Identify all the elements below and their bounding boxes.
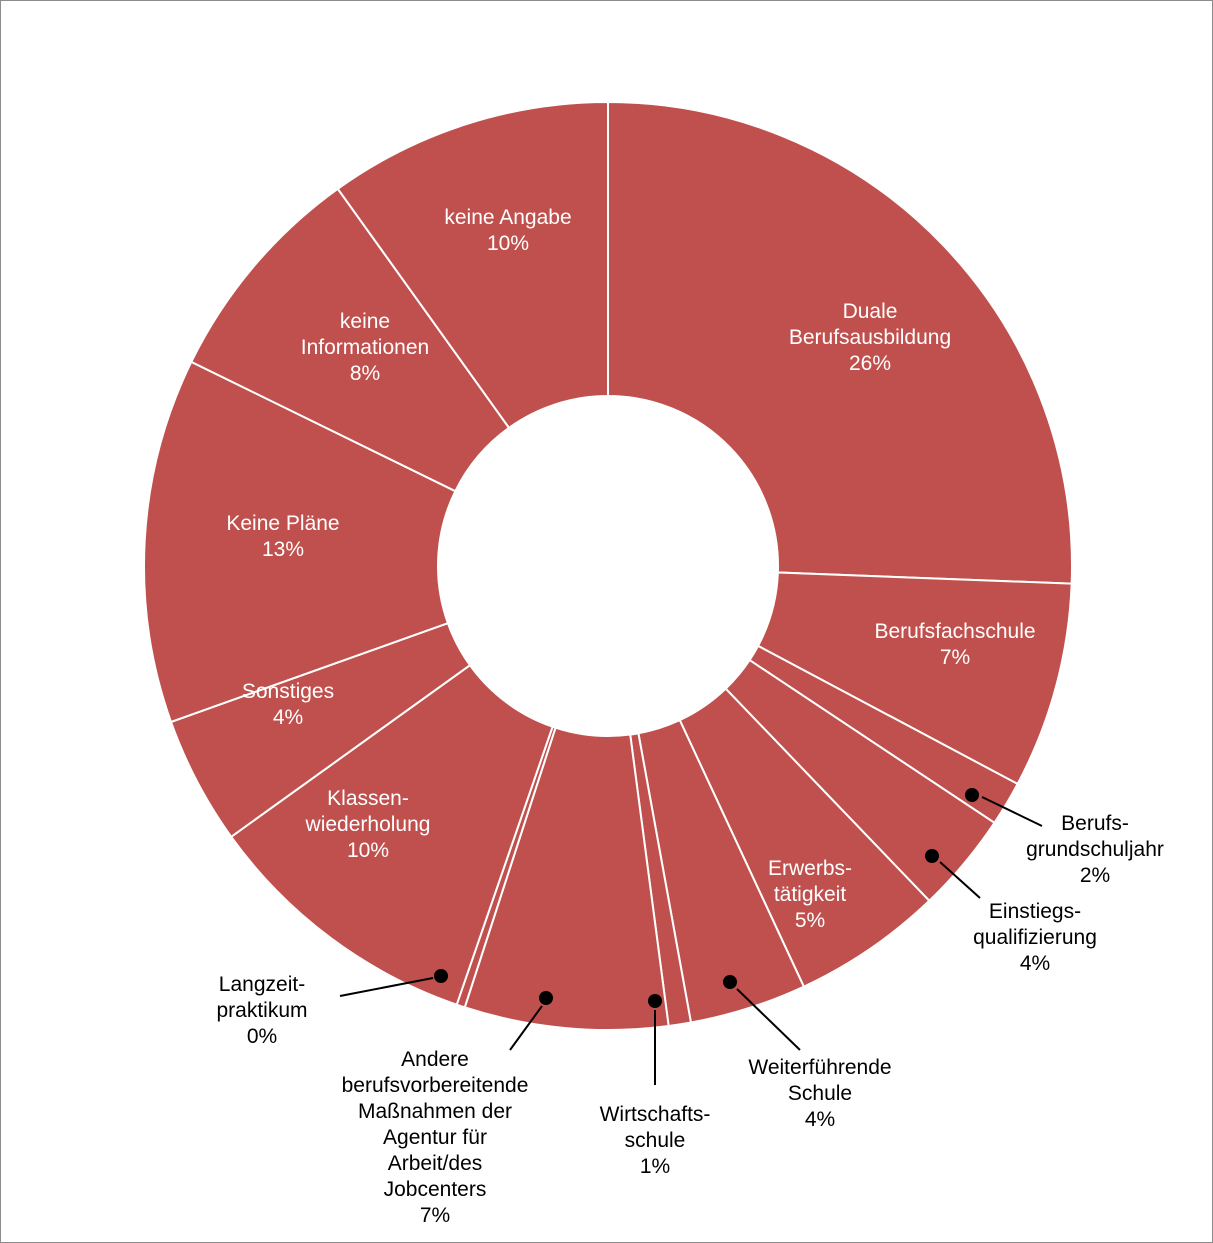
leader-dot xyxy=(723,975,737,989)
leader-dot xyxy=(648,994,662,1008)
slice-percent-label: 13% xyxy=(262,538,304,561)
slice-category-label: praktikum xyxy=(216,999,307,1022)
donut-slice xyxy=(143,360,457,724)
donut-slice xyxy=(336,100,609,430)
leader-dot xyxy=(925,849,939,863)
donut-slice xyxy=(229,663,554,1006)
slice-category-label: qualifizierung xyxy=(973,926,1097,949)
donut-slice xyxy=(189,187,511,493)
slice-category-label: Maßnahmen der xyxy=(358,1100,512,1123)
slice-percent-label: 2% xyxy=(1080,864,1110,887)
slice-category-label: Andere xyxy=(401,1048,469,1071)
slice-category-label: Langzeit- xyxy=(219,973,305,996)
donut-slice xyxy=(463,726,670,1031)
leader-line xyxy=(339,977,434,997)
slice-label: Langzeit-praktikum 0% xyxy=(216,973,307,1048)
slice-category-label: schule xyxy=(625,1129,686,1152)
leader-line xyxy=(939,861,981,899)
slice-label: Duale Berufsausbildung 26% xyxy=(789,300,951,375)
slice-category-label: Agentur für xyxy=(383,1126,487,1149)
slice-category-label: Klassen- xyxy=(327,787,409,810)
slice-category-label: wiederholung xyxy=(305,813,431,836)
slice-category-label: Wirtschafts- xyxy=(600,1103,711,1126)
slice-category-label: Informationen xyxy=(301,336,429,359)
slice-label: Berufsfachschule 7% xyxy=(874,620,1035,669)
slice-label: keine Informationen 8% xyxy=(301,310,429,385)
slice-percent-label: 7% xyxy=(420,1204,450,1227)
slice-label: Wirtschafts-schule 1% xyxy=(600,1103,711,1178)
slice-category-label: Keine Pläne xyxy=(226,512,339,535)
donut-slice xyxy=(607,100,1073,585)
leader-line xyxy=(509,1005,543,1051)
slice-category-label: Sonstiges xyxy=(242,680,334,703)
slice-category-label: grundschuljahr xyxy=(1026,838,1164,861)
slice-label: keine Angabe 10% xyxy=(444,206,571,255)
slice-percent-label: 10% xyxy=(487,232,529,255)
leader-dot xyxy=(434,969,448,983)
slice-category-label: berufsvorbereitende xyxy=(342,1074,529,1097)
slice-category-label: Berufsausbildung xyxy=(789,326,951,349)
slice-category-label: Berufsfachschule xyxy=(874,620,1035,643)
leader-dot xyxy=(539,991,553,1005)
slice-category-label: Einstiegs- xyxy=(989,900,1081,923)
slice-label: Klassen-wiederholung 10% xyxy=(305,787,431,862)
slice-percent-label: 4% xyxy=(273,706,303,729)
slice-label: Sonstiges 4% xyxy=(242,680,334,729)
slice-label: Keine Pläne 13% xyxy=(226,512,339,561)
slice-category-label: Arbeit/des xyxy=(388,1152,483,1175)
slice-category-label: keine xyxy=(340,310,390,333)
slice-label: Weiterführende Schule 4% xyxy=(748,1056,891,1131)
slice-percent-label: 7% xyxy=(940,646,970,669)
slice-category-label: Schule xyxy=(788,1082,852,1105)
slice-category-label: Jobcenters xyxy=(384,1178,487,1201)
slice-percent-label: 0% xyxy=(247,1025,277,1048)
slice-percent-label: 5% xyxy=(795,909,825,932)
leader-line xyxy=(981,796,1043,827)
slice-category-label: keine Angabe xyxy=(444,206,571,229)
slice-percent-label: 26% xyxy=(849,352,891,375)
slice-percent-label: 10% xyxy=(347,839,389,862)
leader-line xyxy=(736,988,801,1051)
slice-category-label: Duale xyxy=(843,300,898,323)
slice-percent-label: 4% xyxy=(1020,952,1050,975)
slice-percent-label: 1% xyxy=(640,1155,670,1178)
slice-category-label: Erwerbs- xyxy=(768,857,852,880)
slice-label: Andere berufsvorbereitende Maßnahmen der Ag… xyxy=(342,1048,529,1227)
leader-dot xyxy=(965,788,979,802)
slice-label: Einstiegs-qualifizierung 4% xyxy=(973,900,1097,975)
slice-category-label: Berufs- xyxy=(1061,812,1129,835)
slice-percent-label: 4% xyxy=(805,1108,835,1131)
slice-category-label: Weiterführende xyxy=(748,1056,891,1079)
slice-label: Berufs-grundschuljahr 2% xyxy=(1026,812,1164,887)
slice-label: Erwerbs-tätigkeit 5% xyxy=(768,857,852,932)
slice-percent-label: 8% xyxy=(350,362,380,385)
slice-category-label: tätigkeit xyxy=(774,883,847,906)
